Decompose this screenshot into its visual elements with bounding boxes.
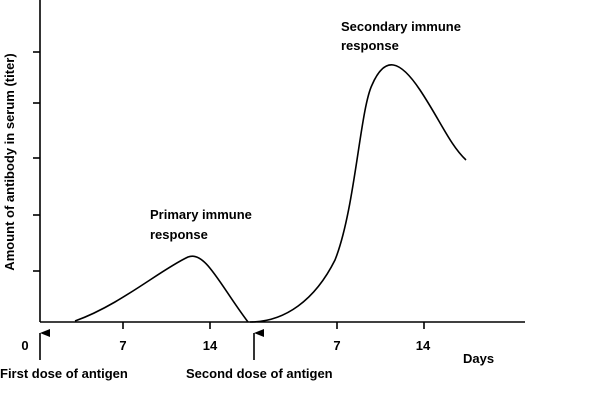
secondary-curve bbox=[249, 64, 467, 323]
x-tick-label: 14 bbox=[203, 338, 218, 353]
annotation: response bbox=[341, 38, 399, 53]
x-tick-label: 0 bbox=[21, 338, 28, 353]
y-axis-label: Amount of antibody in serum (titer) bbox=[2, 53, 17, 270]
x-tick-label: 7 bbox=[119, 338, 126, 353]
annotation: Secondary immune bbox=[341, 19, 461, 34]
x-tick-label: 7 bbox=[333, 338, 340, 353]
event-label: First dose of antigen bbox=[0, 366, 128, 381]
event-label: Second dose of antigen bbox=[186, 366, 333, 381]
x-tick-label: 14 bbox=[416, 338, 431, 353]
x-ticks bbox=[122, 322, 425, 329]
annotation: Primary immune bbox=[150, 207, 252, 222]
y-ticks bbox=[33, 51, 40, 272]
annotation: response bbox=[150, 227, 208, 242]
x-axis-unit: Days bbox=[463, 351, 494, 366]
primary-curve bbox=[74, 255, 249, 323]
